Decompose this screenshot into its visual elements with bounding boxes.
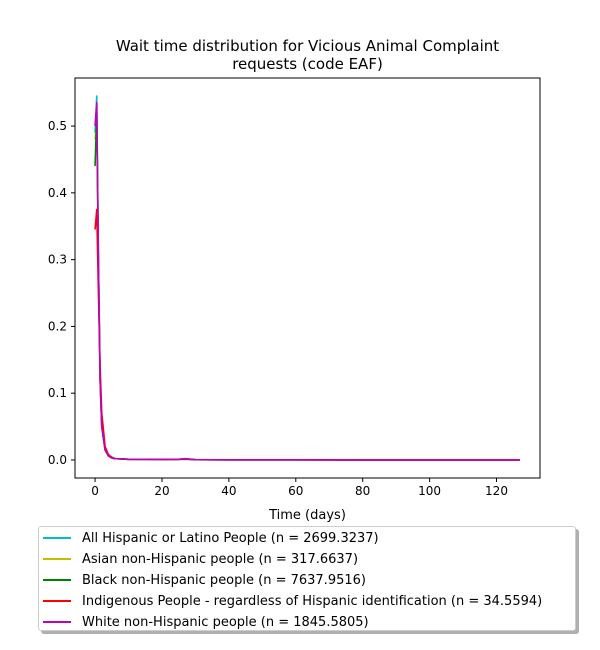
series-line-4 (94, 208, 520, 461)
x-tick-label: 80 (355, 484, 370, 498)
legend-swatch (43, 537, 71, 539)
legend-label: White non-Hispanic people (n = 1845.5805… (82, 614, 369, 630)
series-layer (94, 95, 520, 461)
legend-label: Asian non-Hispanic people (n = 317.6637) (82, 551, 359, 567)
y-tick-label: 0.2 (48, 319, 67, 333)
legend-item-3: Black non-Hispanic people (n = 7637.9516… (39, 570, 366, 590)
series-line-1 (94, 95, 520, 461)
legend-swatch (43, 600, 71, 602)
x-axis: 0 20 40 60 80 100 120 (91, 478, 508, 498)
legend-label: All Hispanic or Latino People (n = 2699.… (82, 530, 379, 546)
x-tick-label: 120 (485, 484, 508, 498)
x-tick-label: 60 (288, 484, 303, 498)
chart-title-line-1: Wait time distribution for Vicious Anima… (116, 37, 499, 55)
y-tick-label: 0.0 (48, 453, 67, 467)
legend-item-5: White non-Hispanic people (n = 1845.5805… (39, 612, 369, 632)
legend-swatch (43, 558, 71, 560)
legend-label: Indigenous People - regardless of Hispan… (82, 593, 543, 609)
series-line-5 (94, 101, 520, 461)
legend: All Hispanic or Latino People (n = 2699.… (38, 526, 576, 631)
x-axis-label: Time (days) (268, 508, 346, 523)
legend-item-4: Indigenous People - regardless of Hispan… (39, 591, 542, 611)
y-tick-label: 0.5 (48, 119, 67, 133)
y-axis: 0.0 0.1 0.2 0.3 0.4 0.5 (48, 119, 75, 467)
legend-item-2: Asian non-Hispanic people (n = 317.6637) (39, 549, 358, 569)
series-line-2 (94, 125, 520, 461)
x-tick-label: 20 (154, 484, 169, 498)
plot-frame (74, 77, 541, 479)
series-line-3 (94, 111, 520, 461)
x-tick-label: 0 (91, 484, 99, 498)
chart-title-line-2: requests (code EAF) (232, 55, 383, 73)
chart-title: Wait time distribution for Vicious Anima… (116, 37, 499, 73)
legend-swatch (43, 621, 71, 623)
x-tick-label: 40 (221, 484, 236, 498)
y-tick-label: 0.1 (48, 386, 67, 400)
y-tick-label: 0.4 (48, 186, 67, 200)
y-tick-label: 0.3 (48, 253, 67, 267)
x-tick-label: 100 (418, 484, 441, 498)
legend-swatch (43, 579, 71, 581)
legend-label: Black non-Hispanic people (n = 7637.9516… (82, 572, 366, 588)
legend-item-1: All Hispanic or Latino People (n = 2699.… (39, 528, 379, 548)
